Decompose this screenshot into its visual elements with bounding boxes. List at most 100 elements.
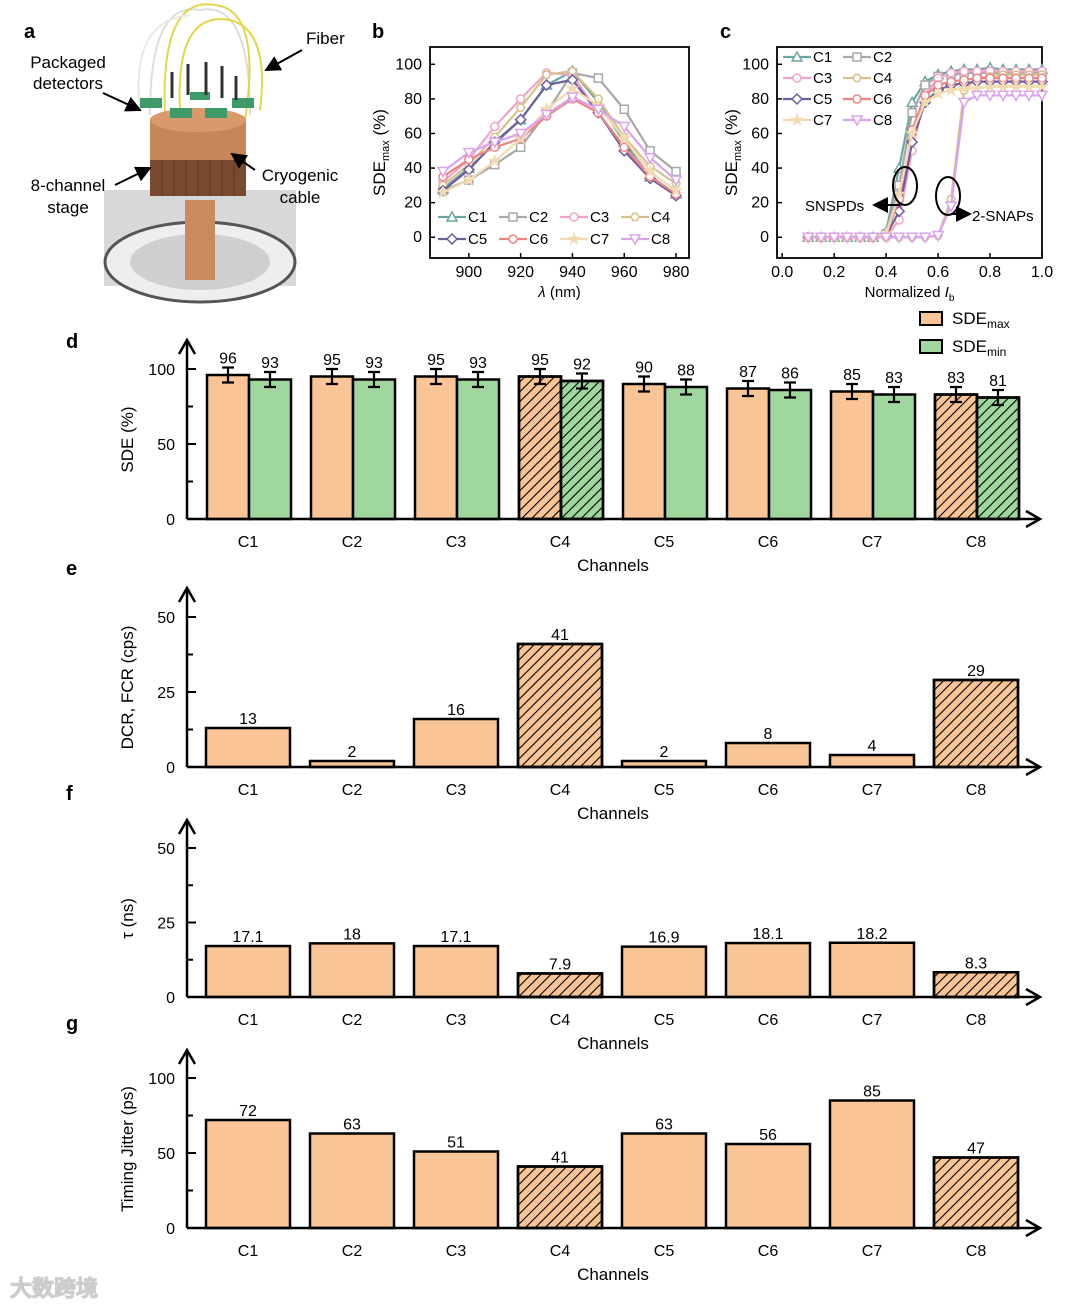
bar-C5-max: 90 (621, 360, 667, 521)
legend-label: C2 (873, 49, 892, 66)
data-point (515, 94, 526, 104)
x-tick-label: C4 (550, 1243, 571, 1260)
x-tick-label: 0.6 (927, 264, 949, 281)
data-point (970, 90, 984, 102)
bar (871, 393, 917, 521)
bar-C3-min: 93 (455, 355, 501, 521)
bar-hatch (516, 972, 604, 999)
legend-label: C7 (813, 112, 832, 129)
bar (724, 1142, 812, 1230)
data-point (540, 78, 553, 92)
x-tick-label: C7 (862, 1012, 883, 1029)
label-cable-2: cable (280, 188, 321, 207)
data-point (619, 104, 629, 115)
bar-C6: 8 (724, 726, 812, 769)
error-bar (784, 381, 796, 399)
data-label: 95 (323, 352, 341, 369)
y-tick-label: 0 (166, 990, 175, 1007)
x-tick-label: C5 (654, 534, 675, 551)
y-tick-label: 0 (166, 1221, 175, 1238)
x-axis-arrow (1025, 987, 1043, 1007)
data-point (969, 80, 985, 95)
x-tick-label: C6 (758, 1012, 779, 1029)
chart-e: 13 2 16 41 2 8 4 29 0 25 50 C1 C2 C3 C4 C5 C6 C7 C8 Channel… (118, 585, 1043, 823)
error-bar (222, 366, 234, 384)
data-point (565, 80, 580, 95)
data-label: 83 (947, 370, 965, 387)
legend: C1 C2 C3 C4 C5 C6 C7 C8 (783, 49, 892, 129)
error-bar (992, 388, 1004, 407)
data-point (642, 163, 658, 178)
data-point (995, 79, 1011, 93)
bar-hatch (559, 379, 605, 521)
series-C8 (801, 90, 1049, 244)
bar-C4-min: 92 (559, 357, 605, 521)
bar (308, 1132, 396, 1230)
error-bar (368, 370, 380, 389)
data-point (814, 232, 828, 244)
data-point (905, 232, 919, 244)
legend-marker (628, 234, 642, 246)
x-tick-label: C4 (550, 1012, 571, 1029)
bar (351, 378, 397, 521)
bar (412, 944, 500, 999)
x-tick-label: C3 (446, 782, 467, 799)
chart-c: 0 20 40 60 80 100 0.0 0.2 0.4 0.6 0.8 1.0 SDEmax (%)… (722, 46, 1053, 304)
data-point (643, 152, 657, 165)
bar (828, 753, 916, 769)
legend-label: C8 (651, 231, 670, 248)
legend-marker (852, 73, 862, 83)
x-tick-label: 960 (611, 264, 638, 281)
y-tick-label: 100 (395, 56, 422, 73)
legend-label: C7 (590, 231, 609, 248)
annotation-snap: 2-SNAPs (972, 208, 1034, 225)
bar-C2-max: 95 (309, 352, 355, 521)
data-label: 93 (469, 355, 487, 372)
label-cable-1: Cryogenic (262, 166, 339, 185)
snspd-ellipse (892, 166, 918, 206)
x-tick-label: 1.0 (1031, 264, 1053, 281)
data-point (920, 80, 930, 90)
y-tick-label: 20 (404, 195, 422, 212)
label-packaged-detectors-1: Packaged (30, 53, 106, 72)
bar (724, 741, 812, 769)
legend-label: C6 (529, 231, 548, 248)
data-point (1008, 79, 1024, 93)
series-line (442, 87, 677, 194)
bar-C3: 17.1 (412, 929, 500, 999)
data-label: 17.1 (440, 929, 471, 946)
x-tick-label: C3 (446, 1243, 467, 1260)
legend-label: C5 (468, 231, 487, 248)
legend: C1 C2 C3 C4 C5 C6 C7 C8 (438, 209, 670, 248)
data-point (801, 232, 815, 244)
legend-marker (445, 232, 459, 246)
x-axis-label: Channels (577, 1034, 649, 1053)
data-label: 96 (219, 351, 237, 368)
chart-b: 0 20 40 60 80 100 900 920 940 960 980 SDEmax (%) λ (… (370, 46, 690, 301)
data-point (1035, 90, 1049, 102)
bar (621, 382, 667, 521)
bar-C6-max: 87 (725, 364, 771, 521)
data-point (461, 172, 477, 187)
y-tick-label: 25 (157, 916, 175, 933)
chart-g: 72 63 51 41 63 56 85 47 0 50 100 C1 C2 C3 C4 C5 C6 C7 C8 Ch… (118, 1047, 1043, 1284)
x-axis-label: λ (nm) (537, 284, 580, 301)
y-tick-label: 50 (157, 437, 175, 454)
data-label: 4 (868, 738, 877, 755)
panel-label-d: d (66, 331, 78, 353)
data-label: 81 (989, 373, 1007, 390)
legend-marker (630, 212, 640, 222)
bar (724, 941, 812, 999)
bar-C4: 7.9 (516, 956, 604, 999)
y-axis-label: DCR, FCR (cps) (118, 626, 137, 750)
panel-label-a: a (24, 21, 36, 43)
data-label: 56 (759, 1127, 777, 1144)
y-tick-label: 0 (413, 229, 422, 246)
data-point (617, 131, 632, 145)
bar-C5: 63 (620, 1117, 708, 1230)
x-axis-label: Channels (577, 804, 649, 823)
bar (204, 726, 292, 769)
bar (828, 1099, 916, 1230)
panel-label-f: f (66, 783, 73, 805)
data-point (946, 68, 956, 78)
